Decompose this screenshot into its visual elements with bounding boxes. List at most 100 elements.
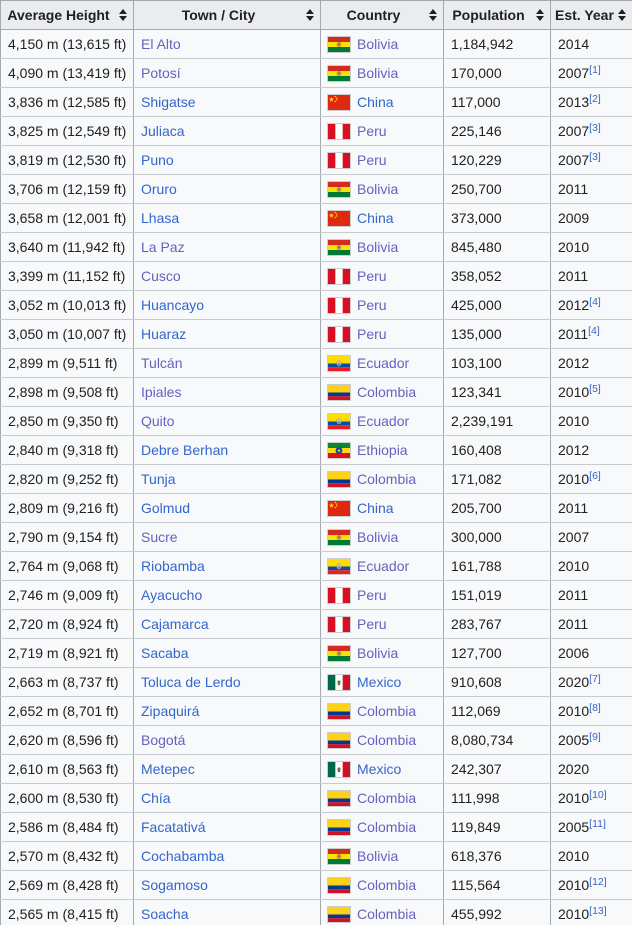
city-link[interactable]: Chía [141, 790, 171, 806]
city-link[interactable]: Toluca de Lerdo [141, 674, 241, 690]
country-link[interactable]: Peru [357, 587, 387, 603]
country-link[interactable]: Mexico [357, 674, 402, 690]
reference-link[interactable]: [6] [589, 470, 601, 482]
country-link[interactable]: Bolivia [357, 65, 399, 81]
country-link[interactable]: Colombia [357, 819, 417, 835]
country-link[interactable]: Peru [357, 123, 387, 139]
city-link[interactable]: Ayacucho [141, 587, 203, 603]
city-link[interactable]: Cochabamba [141, 848, 225, 864]
height-cell: 2,790 m (9,154 ft) [0, 522, 134, 552]
country-link[interactable]: Colombia [357, 384, 417, 400]
reference-link[interactable]: [3] [589, 151, 601, 163]
city-link[interactable]: Metepec [141, 761, 195, 777]
city-link[interactable]: Shigatse [141, 94, 196, 110]
country-link[interactable]: Colombia [357, 703, 417, 719]
reference-link[interactable]: [4] [588, 325, 600, 337]
country-link[interactable]: China [357, 210, 394, 226]
city-link[interactable]: Cajamarca [141, 616, 209, 632]
header-country[interactable]: Country [320, 0, 444, 30]
country-link[interactable]: Peru [357, 152, 387, 168]
height-value: 3,399 m (11,152 ft) [8, 268, 126, 284]
city-link[interactable]: Cusco [141, 268, 181, 284]
city-link[interactable]: Debre Berhan [141, 442, 229, 458]
city-link[interactable]: Puno [141, 152, 174, 168]
country-link[interactable]: Peru [357, 297, 387, 313]
country-link[interactable]: Colombia [357, 906, 417, 922]
reference-link[interactable]: [12] [589, 876, 607, 888]
city-link[interactable]: Sucre [141, 529, 178, 545]
country-link[interactable]: Bolivia [357, 848, 399, 864]
reference-link[interactable]: [2] [589, 93, 601, 105]
city-link[interactable]: Potosí [141, 65, 181, 81]
height-value: 3,836 m (12,585 ft) [8, 94, 127, 110]
city-link[interactable]: Tunja [141, 471, 176, 487]
reference-link[interactable]: [8] [589, 702, 601, 714]
year-value: 2007 [558, 152, 590, 168]
ethiopia-flag-icon [328, 442, 350, 458]
country-link[interactable]: Ethiopia [357, 442, 408, 458]
reference-superscript: [6] [589, 470, 601, 482]
country-link[interactable]: Bolivia [357, 239, 399, 255]
country-link[interactable]: Mexico [357, 761, 402, 777]
reference-link[interactable]: [3] [589, 122, 601, 134]
city-cell: Ayacucho [133, 580, 321, 610]
height-cell: 2,620 m (8,596 ft) [0, 725, 134, 755]
city-link[interactable]: Huancayo [141, 297, 205, 313]
city-link[interactable]: Huaraz [141, 326, 187, 342]
city-link[interactable]: Ipiales [141, 384, 182, 400]
country-link[interactable]: Colombia [357, 471, 417, 487]
country-link[interactable]: Bolivia [357, 529, 399, 545]
country-link[interactable]: China [357, 94, 394, 110]
reference-link[interactable]: [7] [589, 673, 601, 685]
country-link[interactable]: Colombia [357, 790, 417, 806]
country-link[interactable]: Ecuador [357, 558, 410, 574]
reference-link[interactable]: [11] [589, 818, 606, 830]
reference-link[interactable]: [5] [589, 383, 601, 395]
country-link[interactable]: Peru [357, 326, 387, 342]
reference-link[interactable]: [4] [589, 296, 601, 308]
header-town-city[interactable]: Town / City [133, 0, 321, 30]
country-link[interactable]: Bolivia [357, 645, 399, 661]
country-link[interactable]: Bolivia [357, 36, 399, 52]
country-link[interactable]: Colombia [357, 732, 417, 748]
reference-link[interactable]: [13] [589, 905, 607, 917]
reference-link[interactable]: [9] [589, 731, 601, 743]
city-link[interactable]: Tulcán [141, 355, 183, 371]
reference-link[interactable]: [1] [589, 64, 601, 76]
population-value: 111,998 [451, 790, 500, 806]
city-link[interactable]: Zipaquirá [141, 703, 200, 719]
reference-superscript: [5] [589, 383, 601, 395]
population-cell: 300,000 [443, 522, 551, 552]
city-link[interactable]: Riobamba [141, 558, 205, 574]
city-link[interactable]: Sogamoso [141, 877, 208, 893]
city-link[interactable]: Juliaca [141, 123, 185, 139]
population-cell: 103,100 [443, 348, 551, 378]
header-est-year[interactable]: Est. Year [550, 0, 632, 30]
reference-link[interactable]: [10] [589, 789, 607, 801]
city-link[interactable]: Lhasa [141, 210, 180, 226]
country-link[interactable]: Peru [357, 268, 387, 284]
country-link[interactable]: Ecuador [357, 355, 410, 371]
city-link[interactable]: Soacha [141, 906, 189, 922]
country-link[interactable]: Peru [357, 616, 387, 632]
country-link[interactable]: China [357, 500, 394, 516]
year-cell: 2010 [550, 232, 632, 262]
city-link[interactable]: Golmud [141, 500, 191, 516]
city-link[interactable]: La Paz [141, 239, 185, 255]
population-value: 151,019 [451, 587, 502, 603]
country-link[interactable]: Colombia [357, 877, 417, 893]
city-link[interactable]: El Alto [141, 36, 181, 52]
header-average-height[interactable]: Average Height [0, 0, 134, 30]
country-link[interactable]: Ecuador [357, 413, 410, 429]
country-link[interactable]: Bolivia [357, 181, 399, 197]
city-link[interactable]: Oruro [141, 181, 177, 197]
height-value: 2,764 m (9,068 ft) [8, 558, 119, 574]
table-row: 2,652 m (8,701 ft) Zipaquirá Colombia 11… [0, 696, 632, 726]
city-link[interactable]: Bogotá [141, 732, 186, 748]
city-link[interactable]: Sacaba [141, 645, 189, 661]
city-link[interactable]: Facatativá [141, 819, 206, 835]
header-population[interactable]: Population [443, 0, 551, 30]
city-link[interactable]: Quito [141, 413, 175, 429]
population-cell: 425,000 [443, 290, 551, 320]
